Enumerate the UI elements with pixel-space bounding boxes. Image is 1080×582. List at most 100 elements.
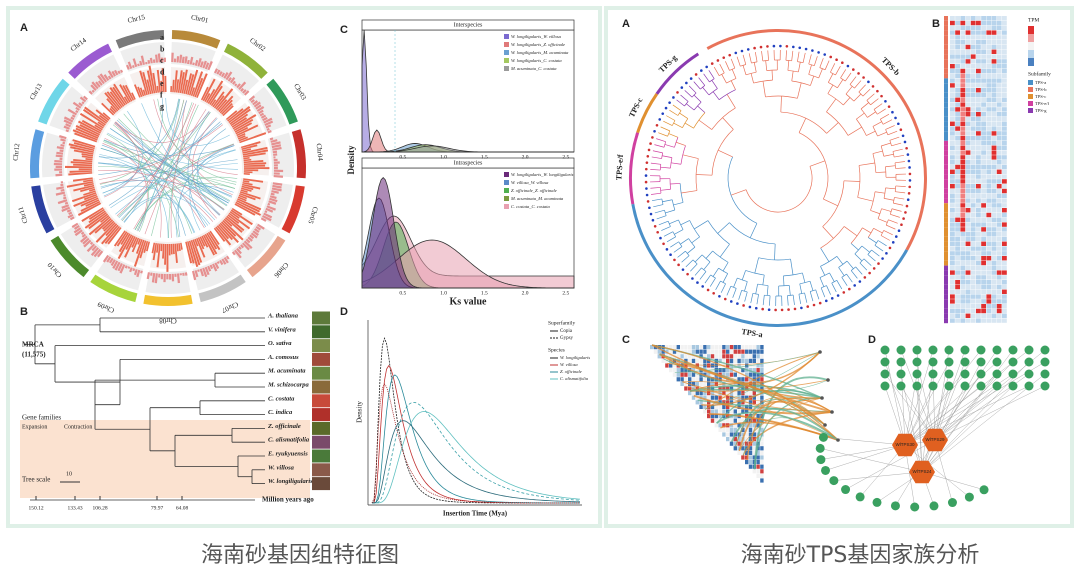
density-bar bbox=[88, 213, 109, 230]
corr-cell bbox=[657, 354, 661, 359]
corr-cell bbox=[710, 372, 715, 377]
heat-cell bbox=[950, 107, 955, 112]
branch bbox=[824, 60, 830, 70]
gene-node bbox=[912, 345, 922, 355]
branch bbox=[718, 267, 728, 274]
gene-node bbox=[872, 497, 882, 507]
branch bbox=[660, 188, 671, 191]
corr-cell bbox=[756, 368, 760, 373]
edge bbox=[753, 397, 823, 470]
corr-cell bbox=[748, 358, 753, 363]
link bbox=[177, 145, 235, 238]
heat-cell bbox=[981, 88, 986, 93]
chromosome bbox=[246, 235, 286, 278]
branch bbox=[722, 273, 729, 283]
corr-cell bbox=[748, 423, 753, 428]
heat-cell bbox=[970, 212, 976, 218]
heat-cell bbox=[970, 40, 976, 45]
label: Interspecies bbox=[454, 22, 483, 28]
gene-node bbox=[928, 381, 938, 391]
label: d bbox=[160, 67, 165, 76]
subfamily-cell bbox=[944, 16, 948, 21]
heat-cell bbox=[991, 83, 997, 88]
branch bbox=[827, 84, 834, 94]
subfamily-cell bbox=[944, 246, 948, 252]
corr-cell bbox=[657, 349, 661, 354]
heat-cell bbox=[996, 150, 1002, 155]
density-bar bbox=[207, 60, 213, 71]
link bbox=[123, 100, 187, 223]
branch bbox=[653, 204, 664, 208]
heat-cell bbox=[996, 30, 1002, 35]
density-bar bbox=[55, 154, 63, 158]
corr-cell bbox=[722, 349, 726, 354]
branch bbox=[767, 50, 769, 61]
corr-cell bbox=[760, 368, 764, 373]
corr-cell bbox=[699, 363, 703, 368]
heat-cell bbox=[950, 35, 955, 40]
heat-cell bbox=[986, 40, 992, 45]
heat-cell bbox=[950, 236, 955, 242]
branch bbox=[883, 153, 894, 157]
heat-cell bbox=[960, 155, 966, 160]
heat-cell bbox=[991, 121, 997, 126]
heat-cell bbox=[996, 78, 1002, 83]
density-bar bbox=[215, 88, 234, 110]
density-bar bbox=[204, 233, 218, 255]
density-bar bbox=[187, 74, 195, 95]
link bbox=[165, 98, 230, 146]
heat-cell bbox=[976, 16, 981, 21]
density-bar bbox=[62, 141, 66, 145]
branch bbox=[754, 257, 759, 274]
heat-cell bbox=[976, 217, 981, 222]
heat-cell bbox=[955, 208, 960, 213]
tip-dot bbox=[753, 46, 756, 50]
gene-node bbox=[1008, 357, 1018, 367]
density-bar bbox=[273, 164, 278, 167]
subfamily-cell bbox=[944, 131, 948, 136]
corr-cell bbox=[760, 446, 764, 451]
corr-cell bbox=[760, 354, 764, 359]
label: Subfamily bbox=[1028, 70, 1051, 77]
corr-cell bbox=[672, 349, 677, 354]
link bbox=[100, 148, 229, 204]
heat-cell bbox=[996, 208, 1002, 213]
corr-cell bbox=[748, 372, 753, 377]
tip-dot bbox=[787, 308, 790, 311]
heat-cell bbox=[976, 30, 981, 35]
density-bar bbox=[189, 69, 199, 96]
edge bbox=[921, 373, 1046, 473]
corr-cell bbox=[714, 418, 718, 423]
label: TPM bbox=[1028, 17, 1039, 23]
heat-cell bbox=[986, 25, 992, 30]
gene-node bbox=[944, 357, 954, 367]
subfamily-cell bbox=[944, 198, 948, 204]
density-bar bbox=[239, 191, 261, 200]
corr-cell bbox=[722, 391, 726, 396]
heat-cell bbox=[981, 35, 986, 40]
density-bar bbox=[105, 223, 118, 237]
heat-cell bbox=[981, 169, 986, 174]
branch bbox=[658, 220, 669, 226]
corr-cell bbox=[752, 446, 756, 451]
corr-cell bbox=[729, 427, 734, 432]
corr-cell bbox=[733, 437, 737, 442]
density-bar bbox=[164, 75, 167, 93]
label: 133.43 bbox=[67, 505, 82, 511]
heat-cell bbox=[991, 280, 997, 285]
corr-cell bbox=[756, 464, 760, 469]
tip-dot bbox=[863, 276, 867, 279]
clade-arc bbox=[629, 132, 640, 205]
heat-cell bbox=[981, 313, 986, 318]
label: E. ryukyuensis bbox=[267, 450, 308, 457]
branch bbox=[862, 88, 871, 97]
heat-cell bbox=[996, 97, 1002, 102]
heat-cell bbox=[965, 107, 971, 112]
density-bar bbox=[236, 83, 241, 89]
corr-cell bbox=[703, 404, 707, 409]
density-bar bbox=[106, 256, 112, 263]
heat-cell bbox=[960, 174, 966, 179]
heat-cell bbox=[976, 179, 981, 184]
density-bar bbox=[192, 71, 204, 97]
label: C. indica bbox=[268, 409, 293, 416]
